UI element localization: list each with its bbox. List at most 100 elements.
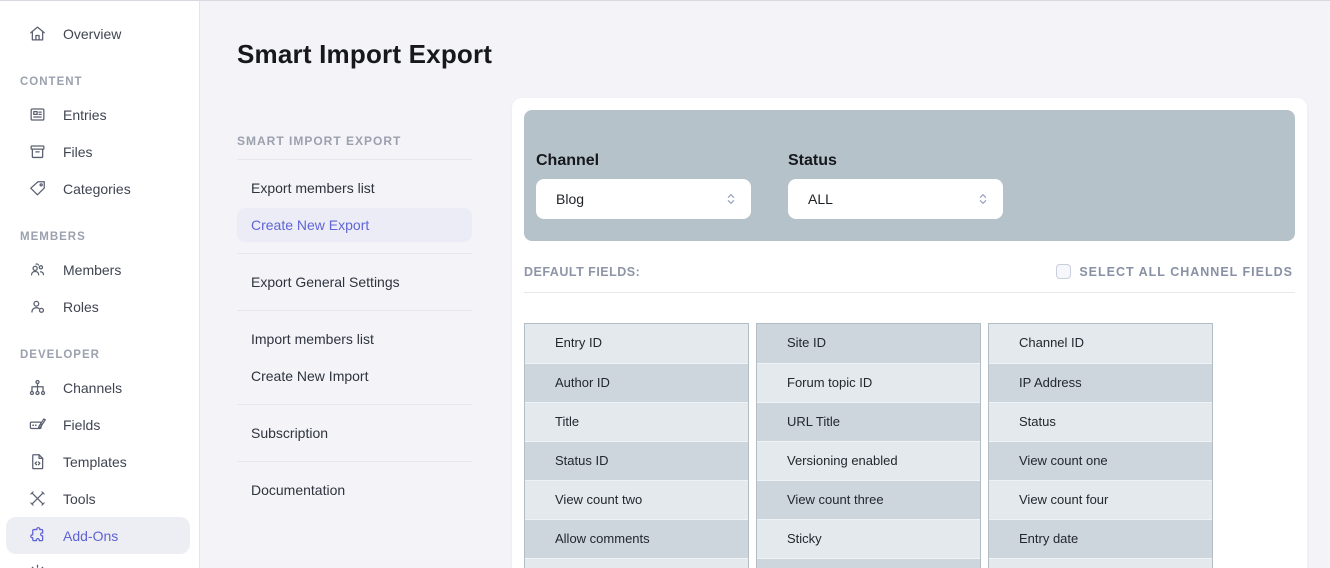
sidebar-item-fields[interactable]: Fields <box>0 406 199 443</box>
field-cell-status-id[interactable]: Status ID <box>525 441 748 480</box>
sidebar-item-label: Templates <box>63 453 127 470</box>
fields-divider <box>524 292 1295 293</box>
subnav-item-export-general-settings[interactable]: Export General Settings <box>251 274 400 290</box>
status-select-value: ALL <box>808 191 833 207</box>
subnav-item-import-members-list[interactable]: Import members list <box>251 331 374 347</box>
field-cell[interactable] <box>989 558 1212 568</box>
subnav-divider <box>237 253 472 254</box>
addon-subnav: SMART IMPORT EXPORT Export members list C… <box>237 98 472 510</box>
field-cell-status[interactable]: Status <box>989 402 1212 441</box>
content-row: SMART IMPORT EXPORT Export members list C… <box>237 98 1330 568</box>
field-cell-title[interactable]: Title <box>525 402 748 441</box>
sidebar-item-label: Overview <box>63 25 122 42</box>
sidebar-item-label: Members <box>63 261 122 278</box>
main-area: Smart Import Export SMART IMPORT EXPORT … <box>200 1 1330 568</box>
fields-head-row: DEFAULT FIELDS: SELECT ALL CHANNEL FIELD… <box>524 264 1295 279</box>
select-all-channel-fields[interactable]: SELECT ALL CHANNEL FIELDS <box>1056 264 1293 279</box>
chevron-updown-icon <box>723 191 739 207</box>
sidebar-nav: Overview CONTENT Entries Files Categories MEM… <box>0 15 199 568</box>
status-filter: Status ALL <box>788 152 1003 241</box>
sidebar-item-add-ons[interactable]: Add-Ons <box>6 517 190 554</box>
roles-icon <box>28 297 47 316</box>
subnav-header: SMART IMPORT EXPORT <box>237 134 402 148</box>
fields-icon <box>28 415 47 434</box>
subnav-divider <box>237 461 472 462</box>
home-icon <box>28 24 47 43</box>
sidebar-item-label: Fields <box>63 416 101 433</box>
field-cell-view-count-four[interactable]: View count four <box>989 480 1212 519</box>
sidebar-item-label: Channels <box>63 379 123 396</box>
field-cell-author-id[interactable]: Author ID <box>525 363 748 402</box>
field-columns: Entry ID Author ID Title Status ID View coun… <box>524 323 1295 568</box>
members-icon <box>28 260 47 279</box>
sidebar-item-label: Add-Ons <box>63 527 119 544</box>
select-all-label: SELECT ALL CHANNEL FIELDS <box>1079 264 1293 279</box>
field-cell-site-id[interactable]: Site ID <box>757 324 980 363</box>
subnav-groups: Export members list Create New Export Expo… <box>237 159 472 507</box>
sidebar-item-files[interactable]: Files <box>0 133 199 170</box>
field-cell-view-count-three[interactable]: View count three <box>757 480 980 519</box>
puzzle-icon <box>28 526 47 545</box>
sidebar-section-developer: DEVELOPER <box>20 349 100 361</box>
sidebar-item-tools[interactable]: Tools <box>0 480 199 517</box>
sidebar-item-templates[interactable]: Templates <box>0 443 199 480</box>
channel-filter: Channel Blog <box>536 152 751 241</box>
sidebar-item-categories[interactable]: Categories <box>0 170 199 207</box>
main-sidebar: Overview CONTENT Entries Files Categories MEM… <box>0 1 200 568</box>
select-all-checkbox[interactable] <box>1056 264 1072 279</box>
subnav-item-subscription[interactable]: Subscription <box>251 425 329 441</box>
tools-icon <box>28 489 47 508</box>
chevron-updown-icon <box>975 191 991 207</box>
sidebar-item-label: Entries <box>63 106 107 123</box>
filter-box: Channel Blog Status ALL <box>524 110 1295 241</box>
field-cell[interactable] <box>525 558 748 568</box>
field-cell-entry-date[interactable]: Entry date <box>989 519 1212 558</box>
sidebar-section-content: CONTENT <box>20 76 83 88</box>
sidebar-item-overview[interactable]: Overview <box>0 15 199 52</box>
entries-icon <box>28 105 47 124</box>
field-cell-sticky[interactable]: Sticky <box>757 519 980 558</box>
channel-select-value: Blog <box>556 191 585 207</box>
default-fields-heading: DEFAULT FIELDS: <box>524 264 641 279</box>
files-icon <box>28 142 47 161</box>
field-cell-view-count-two[interactable]: View count two <box>525 480 748 519</box>
tag-icon <box>28 179 47 198</box>
sidebar-item-label: Categories <box>63 180 131 197</box>
channel-select[interactable]: Blog <box>536 179 751 219</box>
sidebar-item-members[interactable]: Members <box>0 251 199 288</box>
subnav-item-create-new-import[interactable]: Create New Import <box>251 368 369 384</box>
subnav-divider <box>237 159 472 160</box>
page-title: Smart Import Export <box>237 39 493 69</box>
sidebar-item-label: Tools <box>63 490 96 507</box>
export-settings-card: Channel Blog Status ALL <box>512 98 1307 568</box>
field-cell-entry-id[interactable]: Entry ID <box>525 324 748 363</box>
subnav-item-export-members-list[interactable]: Export members list <box>251 180 375 196</box>
channel-label: Channel <box>536 152 600 169</box>
field-cell-allow-comments[interactable]: Allow comments <box>525 519 748 558</box>
field-column: Channel ID IP Address Status View count one… <box>988 323 1213 568</box>
sidebar-item-channels[interactable]: Channels <box>0 369 199 406</box>
gear-icon <box>28 563 47 568</box>
field-cell-url-title[interactable]: URL Title <box>757 402 980 441</box>
sidebar-section-members: MEMBERS <box>20 231 86 243</box>
field-cell-versioning-enabled[interactable]: Versioning enabled <box>757 441 980 480</box>
subnav-item-documentation[interactable]: Documentation <box>251 482 346 498</box>
status-label: Status <box>788 152 837 169</box>
field-cell[interactable] <box>757 558 980 568</box>
sidebar-item-entries[interactable]: Entries <box>0 96 199 133</box>
subnav-item-create-new-export[interactable]: Create New Export <box>237 208 472 242</box>
sidebar-item-partial[interactable] <box>0 554 199 568</box>
subnav-divider <box>237 310 472 311</box>
status-select[interactable]: ALL <box>788 179 1003 219</box>
field-cell-forum-topic-id[interactable]: Forum topic ID <box>757 363 980 402</box>
channels-icon <box>28 378 47 397</box>
subnav-divider <box>237 404 472 405</box>
field-cell-ip-address[interactable]: IP Address <box>989 363 1212 402</box>
field-cell-channel-id[interactable]: Channel ID <box>989 324 1212 363</box>
sidebar-item-roles[interactable]: Roles <box>0 288 199 325</box>
field-column: Site ID Forum topic ID URL Title Versioning… <box>756 323 981 568</box>
sidebar-item-label: Files <box>63 143 93 160</box>
templates-icon <box>28 452 47 471</box>
sidebar-item-label: Roles <box>63 298 99 315</box>
field-cell-view-count-one[interactable]: View count one <box>989 441 1212 480</box>
